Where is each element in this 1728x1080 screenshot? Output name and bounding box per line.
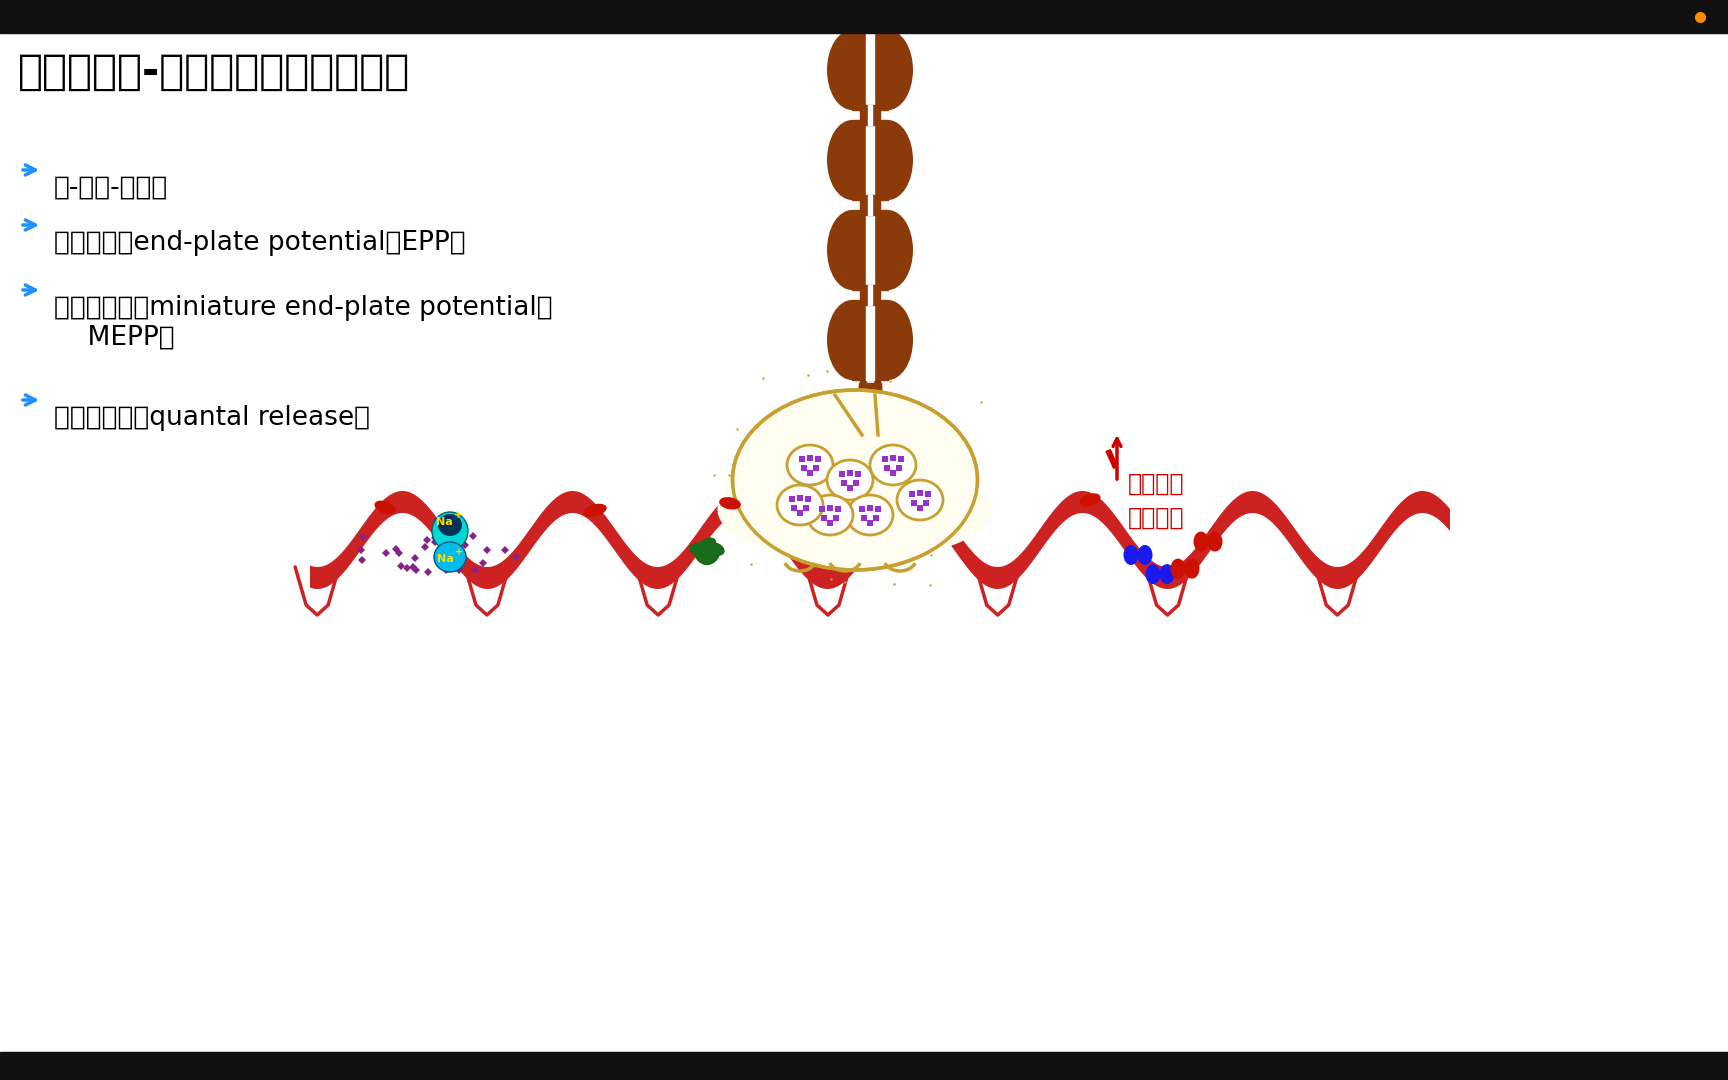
Ellipse shape: [1080, 494, 1101, 507]
Polygon shape: [862, 430, 878, 433]
Ellipse shape: [807, 495, 854, 535]
Ellipse shape: [434, 542, 467, 572]
Polygon shape: [862, 419, 878, 423]
Polygon shape: [862, 431, 878, 435]
Ellipse shape: [1146, 564, 1161, 584]
Text: 电-化学-电传递: 电-化学-电传递: [54, 175, 168, 201]
Ellipse shape: [437, 514, 461, 536]
Polygon shape: [309, 491, 1450, 589]
Ellipse shape: [695, 549, 712, 565]
Ellipse shape: [1170, 558, 1185, 579]
Polygon shape: [862, 105, 878, 125]
Polygon shape: [859, 390, 881, 394]
Ellipse shape: [847, 495, 893, 535]
Polygon shape: [861, 404, 880, 407]
Ellipse shape: [702, 549, 721, 565]
Ellipse shape: [717, 460, 992, 561]
Text: +: +: [454, 510, 461, 519]
Polygon shape: [852, 300, 888, 380]
Bar: [0, 0, 1728, 33]
Polygon shape: [852, 30, 888, 110]
Polygon shape: [862, 416, 878, 420]
Polygon shape: [859, 384, 881, 389]
Ellipse shape: [698, 538, 715, 553]
Polygon shape: [862, 418, 878, 421]
Polygon shape: [861, 396, 880, 401]
Text: 骨骼肌神经-肌接头的兴奋传递过程: 骨骼肌神经-肌接头的兴奋传递过程: [17, 51, 410, 93]
Polygon shape: [867, 105, 873, 125]
Polygon shape: [852, 210, 888, 291]
Polygon shape: [859, 387, 881, 391]
Polygon shape: [862, 424, 878, 429]
Text: 量子式释放（quantal release）: 量子式释放（quantal release）: [54, 405, 370, 431]
Ellipse shape: [584, 503, 607, 517]
Polygon shape: [862, 414, 878, 418]
Ellipse shape: [778, 485, 823, 525]
Ellipse shape: [432, 512, 468, 550]
Polygon shape: [866, 210, 874, 291]
Polygon shape: [862, 285, 878, 305]
Ellipse shape: [1194, 531, 1208, 552]
Polygon shape: [866, 30, 874, 110]
Polygon shape: [862, 195, 878, 215]
Polygon shape: [862, 428, 878, 432]
Ellipse shape: [828, 120, 878, 200]
Bar: [0, 1052, 1728, 1080]
Polygon shape: [861, 405, 880, 409]
Ellipse shape: [689, 542, 708, 555]
Ellipse shape: [897, 480, 943, 519]
Polygon shape: [867, 33, 873, 384]
Polygon shape: [867, 285, 873, 305]
Text: Na: Na: [437, 554, 453, 564]
Polygon shape: [861, 393, 880, 397]
Text: +: +: [454, 546, 463, 557]
Text: 肌细胞膜
终板电位: 肌细胞膜 终板电位: [1128, 472, 1184, 529]
Polygon shape: [861, 399, 880, 403]
Text: 微终板电位（miniature end-plate potential，
    MEPP）: 微终板电位（miniature end-plate potential， MEP…: [54, 295, 553, 351]
Polygon shape: [861, 401, 880, 404]
Polygon shape: [861, 407, 880, 411]
Ellipse shape: [1184, 558, 1199, 579]
Ellipse shape: [828, 300, 878, 380]
Ellipse shape: [862, 210, 912, 291]
Polygon shape: [861, 409, 880, 413]
Polygon shape: [866, 300, 874, 380]
Polygon shape: [852, 120, 888, 200]
Polygon shape: [862, 433, 878, 437]
Ellipse shape: [705, 542, 724, 556]
Ellipse shape: [862, 120, 912, 200]
Polygon shape: [861, 410, 880, 415]
Polygon shape: [861, 392, 880, 395]
Ellipse shape: [828, 460, 873, 500]
Polygon shape: [859, 388, 881, 392]
Polygon shape: [861, 402, 880, 406]
Ellipse shape: [375, 501, 396, 514]
Text: Na: Na: [435, 517, 453, 527]
Ellipse shape: [1123, 545, 1139, 565]
Ellipse shape: [1137, 545, 1153, 565]
Ellipse shape: [719, 497, 741, 510]
Ellipse shape: [1208, 531, 1222, 552]
FancyArrow shape: [1106, 449, 1118, 469]
Ellipse shape: [828, 210, 878, 291]
Polygon shape: [861, 33, 880, 384]
Ellipse shape: [733, 390, 978, 570]
Ellipse shape: [1159, 564, 1175, 584]
Polygon shape: [859, 383, 881, 387]
Polygon shape: [866, 120, 874, 200]
Polygon shape: [867, 195, 873, 215]
Ellipse shape: [786, 445, 833, 485]
Text: 终板电位（end-plate potential，EPP）: 终板电位（end-plate potential，EPP）: [54, 230, 465, 256]
Ellipse shape: [862, 30, 912, 110]
Polygon shape: [861, 413, 878, 416]
Polygon shape: [862, 421, 878, 424]
Ellipse shape: [869, 445, 916, 485]
Ellipse shape: [828, 30, 878, 110]
Polygon shape: [862, 422, 878, 427]
Ellipse shape: [862, 300, 912, 380]
Polygon shape: [835, 395, 878, 435]
Polygon shape: [861, 395, 880, 400]
Polygon shape: [862, 427, 878, 430]
